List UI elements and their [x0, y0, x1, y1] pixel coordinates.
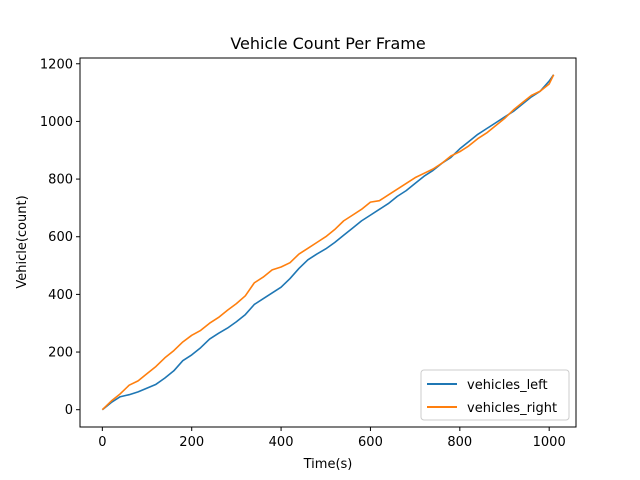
- series-line-vehicles-left: [101, 74, 555, 411]
- x-tick-label: 600: [358, 435, 383, 450]
- legend: vehicles_left vehicles_right: [420, 369, 570, 421]
- series-line-vehicles-right: [101, 74, 555, 411]
- x-tick-label: 800: [447, 435, 472, 450]
- y-tick-label: 1000: [40, 115, 73, 130]
- y-tick-label: 600: [48, 230, 73, 245]
- y-tick-label: 0: [65, 403, 73, 418]
- legend-label-vehicles-left: vehicles_left: [467, 378, 548, 393]
- y-tick-label: 200: [48, 346, 73, 361]
- x-tick-label: 1000: [533, 435, 566, 450]
- legend-box: [420, 369, 570, 421]
- y-axis: 0 200 400 600 800 1000 1200: [40, 57, 80, 418]
- x-tick-label: 200: [179, 435, 204, 450]
- x-axis: 0 200 400 600 800 1000: [98, 427, 566, 450]
- y-tick-label: 400: [48, 288, 73, 303]
- x-tick-label: 0: [98, 435, 106, 450]
- legend-label-vehicles-right: vehicles_right: [467, 401, 557, 416]
- x-axis-label: Time(s): [303, 457, 353, 472]
- plot-frame: [79, 57, 577, 428]
- chart-title: Vehicle Count Per Frame: [230, 34, 425, 53]
- y-axis-label: Vehicle(count): [15, 195, 30, 288]
- y-tick-label: 1200: [40, 57, 73, 72]
- y-tick-label: 800: [48, 173, 73, 188]
- x-tick-label: 400: [269, 435, 294, 450]
